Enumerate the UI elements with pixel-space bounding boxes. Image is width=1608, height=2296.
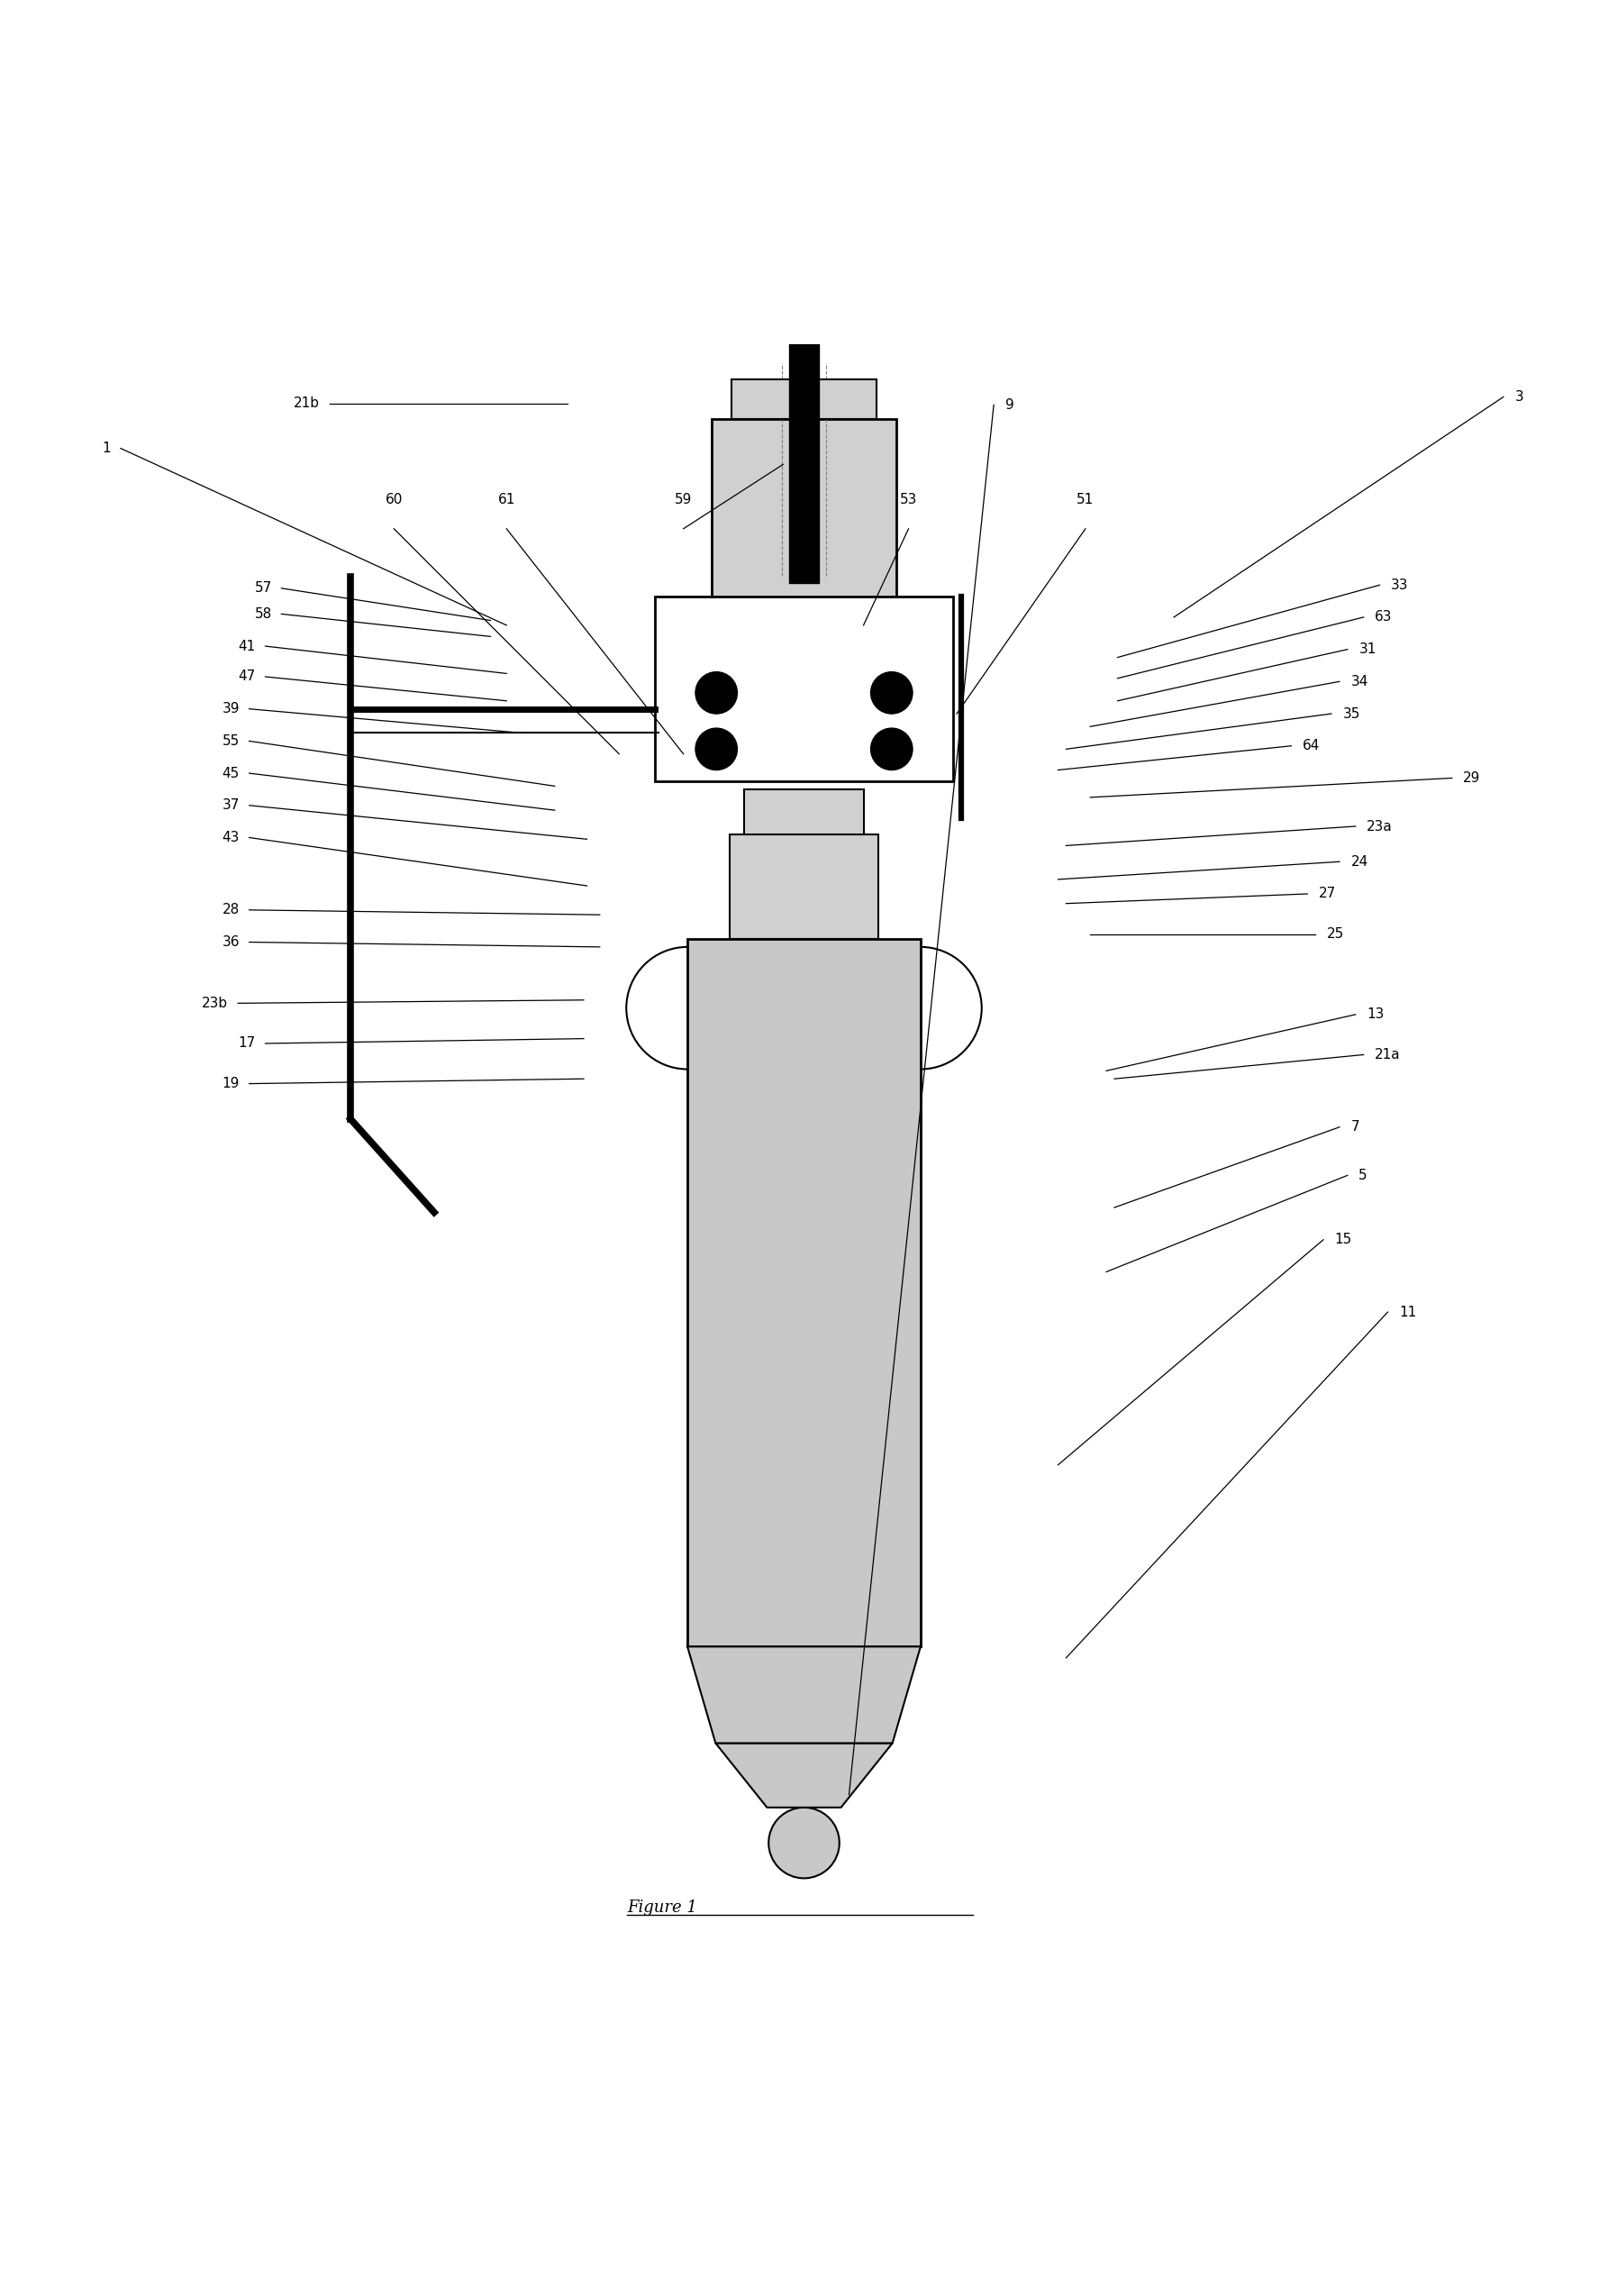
Text: 43: 43 (222, 831, 240, 845)
Circle shape (695, 673, 736, 714)
Polygon shape (688, 1646, 920, 1743)
Polygon shape (716, 1743, 892, 1807)
Text: 55: 55 (222, 735, 240, 748)
Text: 11: 11 (1399, 1306, 1417, 1318)
Text: 5: 5 (1359, 1169, 1367, 1182)
Text: 9: 9 (1005, 397, 1013, 411)
Bar (790, 154, 818, 583)
Text: 7: 7 (1351, 1120, 1359, 1134)
Text: 49: 49 (804, 494, 820, 505)
Text: 21b: 21b (294, 397, 320, 411)
Bar (711, 420, 897, 597)
Text: 29: 29 (1463, 771, 1481, 785)
Text: 60: 60 (386, 494, 402, 505)
Text: 61: 61 (498, 494, 515, 505)
Text: 64: 64 (1302, 739, 1320, 753)
Text: 41: 41 (238, 638, 256, 652)
Text: 25: 25 (1327, 928, 1344, 941)
Circle shape (695, 728, 736, 769)
Text: 27: 27 (1319, 886, 1336, 900)
Text: 39: 39 (222, 703, 240, 716)
Bar (743, 790, 865, 833)
Text: 35: 35 (1343, 707, 1360, 721)
Text: 21a: 21a (1375, 1047, 1401, 1061)
Text: 1: 1 (103, 441, 111, 455)
Text: 33: 33 (1391, 579, 1409, 592)
Text: 19: 19 (222, 1077, 240, 1091)
Text: 3: 3 (1515, 390, 1523, 404)
Bar (749, 604, 859, 769)
Text: 15: 15 (1335, 1233, 1352, 1247)
Text: 24: 24 (1351, 854, 1368, 868)
Text: 36: 36 (222, 934, 240, 948)
Bar (732, 379, 876, 420)
Text: 13: 13 (1367, 1008, 1384, 1022)
Text: 28: 28 (222, 902, 240, 916)
Text: 51: 51 (1077, 494, 1093, 505)
Text: 31: 31 (1359, 643, 1376, 657)
Text: 23b: 23b (203, 996, 228, 1010)
Bar (730, 833, 878, 939)
Text: 53: 53 (900, 494, 917, 505)
Text: 34: 34 (1351, 675, 1368, 689)
Text: Figure 1: Figure 1 (627, 1899, 698, 1915)
Text: 45: 45 (222, 767, 240, 781)
Circle shape (769, 1807, 839, 1878)
Text: 58: 58 (254, 606, 272, 620)
Text: 37: 37 (222, 799, 240, 813)
Text: 23a: 23a (1367, 820, 1393, 833)
Text: 57: 57 (254, 581, 272, 595)
Text: 17: 17 (238, 1038, 256, 1049)
Bar (688, 939, 920, 1646)
Circle shape (872, 673, 913, 714)
Text: 59: 59 (675, 494, 691, 505)
Text: 63: 63 (1375, 611, 1393, 625)
Bar (656, 597, 952, 781)
Text: 47: 47 (238, 670, 256, 684)
Circle shape (872, 728, 913, 769)
